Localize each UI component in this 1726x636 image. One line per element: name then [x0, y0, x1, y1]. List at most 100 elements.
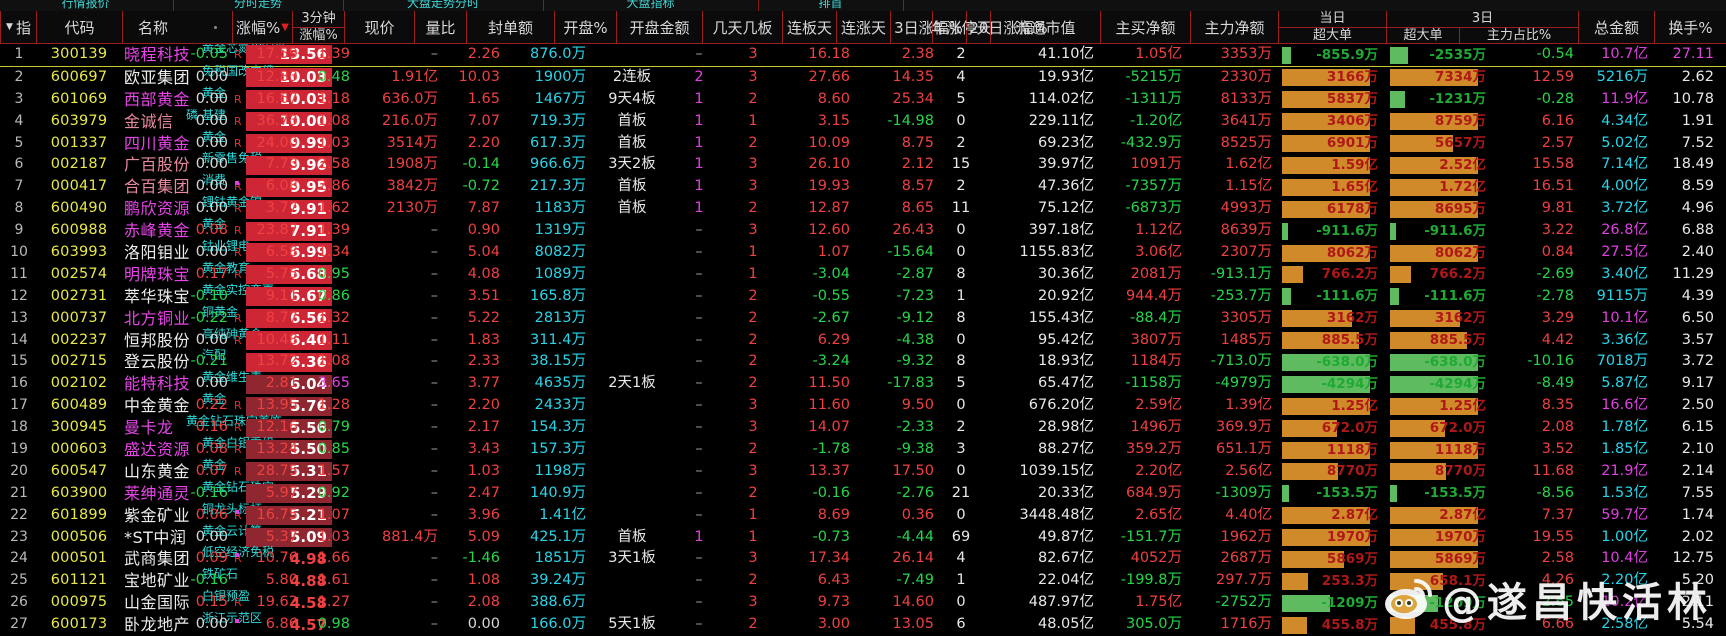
- col-header-consecutive-up-days[interactable]: 连涨天: [836, 11, 890, 44]
- change-3min: 0.00: [195, 90, 228, 107]
- turnover-rate: 6.50: [1681, 309, 1714, 326]
- open-amount: 1900万: [534, 68, 586, 85]
- col-header-days-boards[interactable]: 几天几板: [702, 11, 782, 44]
- col-header-sublabel: 涨幅%: [293, 27, 344, 44]
- table-row[interactable]: 27 600173 卧龙地产 浙江示范区 4.57 0.00 6.86 0.98 – 0.00 16…: [0, 611, 1726, 636]
- table-row[interactable]: 2 600697 欧亚集团 免税国改中俄 10.03 0.00 12.83 0.48 1.91亿…: [0, 64, 1726, 89]
- main-force-ratio: 19.55: [1532, 528, 1574, 545]
- table-row[interactable]: 12 002731 萃华珠宝 黄金实控变更 6.67 -0.10 9.11 0.86–3.51…: [0, 283, 1726, 308]
- table-row[interactable]: 19 000603 盛达资源 黄金白银重组 R 5.50 0.08 13.24 0.85–3.4…: [0, 436, 1726, 461]
- table-row[interactable]: 11 002574 明牌珠宝 黄金教育 R 6.68 0.17 5.75 0.95 – 4.08 10…: [0, 261, 1726, 286]
- table-row[interactable]: 10 603993 洛阳钼业 钴业锂电 R 6.99 0.00 6.58 1.34–5.04 80…: [0, 239, 1726, 264]
- col-header-group-today[interactable]: 当日 超大单: [1278, 11, 1386, 44]
- col-header-index[interactable]: ▼ 指: [0, 11, 36, 44]
- col-header-main-force-net[interactable]: 主力净额: [1190, 11, 1278, 44]
- table-row[interactable]: 16 002102 能特科技 黄金维生素 6.04 0.00 2.81 3.65–3.77 46…: [0, 370, 1726, 395]
- table-row[interactable]: 25 601121 宝地矿业 铁矿石 4.88 -0.16 5.80 1.61 – 1.08 39.…: [0, 567, 1726, 592]
- table-row[interactable]: 7 000417 合百集团 消费 R 9.95 0.00 6.08 2.86 3842万 -0.72…: [0, 173, 1726, 198]
- col-header-turnover-rate[interactable]: 换手%: [1654, 11, 1726, 44]
- total-amount: 5.02亿: [1601, 134, 1648, 151]
- table-row[interactable]: 23 000506 *ST中润 黄金云计算 5.09 0.00 5.37 1.03 881.4万…: [0, 524, 1726, 549]
- change-20d: 13.05: [892, 616, 934, 633]
- col-header-change-3min[interactable]: 3分钟 涨幅%: [292, 11, 344, 44]
- main-force-net: 1.39亿: [1225, 397, 1272, 414]
- year-limit-days: 21: [951, 484, 971, 501]
- col-header-main-buy-net[interactable]: 主买净额: [1100, 11, 1190, 44]
- table-row[interactable]: 15 002715 登云股份 汽配 6.36 -0.21 13.72 1.08 – 2.33 38.…: [0, 348, 1726, 373]
- chevron-down-icon[interactable]: ▼: [6, 22, 13, 32]
- table-row[interactable]: 21 603900 莱绅通灵 黄金钻石珠宝 5.29 -0.16 5.97 0.92–2.47…: [0, 480, 1726, 505]
- col-header-change-pct[interactable]: 涨幅% ▼: [232, 11, 292, 44]
- table-row[interactable]: 20 600547 山东黄金 黄金 R 5.31 0.07 28.75 1.57 – 1.03 119…: [0, 458, 1726, 483]
- bar-value: 8759万: [1434, 113, 1486, 130]
- col-header-open-amount[interactable]: 开盘金额: [616, 11, 702, 44]
- main-force-net: -4979万: [1215, 375, 1272, 392]
- year-limit-days: 0: [956, 397, 966, 414]
- stock-code: 601121: [50, 572, 108, 589]
- col-header-change-3d[interactable]: 3日涨幅%: [890, 11, 966, 44]
- col-header-year-limit-days[interactable]: 年涨停天: [932, 11, 992, 44]
- col-header-float-market-cap[interactable]: 流通市值: [990, 11, 1100, 44]
- seal-amount: –: [430, 375, 438, 392]
- change-3d: -1.78: [812, 441, 850, 458]
- col-header-seal-amount[interactable]: 封单额: [466, 11, 554, 44]
- bar-fill: [1390, 222, 1396, 240]
- toolbar-tab-3[interactable]: 大盘指标: [626, 0, 675, 10]
- col-header-name[interactable]: 名称: [122, 11, 232, 44]
- table-row[interactable]: 14 002237 恒邦股份 高纯砷黄金 R 6.40 0.00 10.48 1.11–1.83…: [0, 327, 1726, 352]
- bar-fill: [1282, 507, 1370, 525]
- main-force-net: 1.62亿: [1225, 156, 1272, 173]
- table-row[interactable]: 6 002187 广百股份 新零售免税 9.96 0.00 7.73 2.58 1908万 -0.…: [0, 151, 1726, 176]
- turnover-rate: 7.55: [1681, 484, 1714, 501]
- days-boards: 首板: [617, 178, 647, 195]
- table-row[interactable]: 5 001337 四川黄金 黄金 R 9.99 0.00 24.00 1.03 3514万 2.20…: [0, 129, 1726, 155]
- table-row[interactable]: 8 600490 鹏欣资源 锂钴黄金镍 R 9.91 0.00 3.77 1.62 2130万 7.…: [0, 195, 1726, 220]
- open-pct: 2.33: [467, 353, 500, 370]
- open-amount: 1.41亿: [539, 506, 586, 523]
- col-header-total-amount[interactable]: 总金额: [1578, 11, 1654, 44]
- table-row[interactable]: 9 600988 赤峰黄金 黄金 R 7.91 0.08 23.87 1.39 – 0.90 1319…: [0, 217, 1726, 242]
- toolbar-tab-4[interactable]: 排首: [818, 0, 843, 10]
- table-row[interactable]: 3 601069 西部黄金 黄金 R 10.03 0.00 16.67 1.18 636.0万 1.…: [0, 86, 1726, 111]
- toolbar-tab-0[interactable]: 行情报价: [61, 0, 110, 10]
- price: 5.80: [265, 572, 298, 589]
- float-market-cap: 1039.15亿: [1019, 462, 1094, 479]
- table-row[interactable]: 13 000737 北方铜业 铜黄金 R 6.56 -0.22 8.77 1.32–5.22 28…: [0, 305, 1726, 330]
- days-boards: 首板: [617, 528, 647, 545]
- col-header-consecutive-boards[interactable]: 连板天: [782, 11, 836, 44]
- toolbar-tab-1[interactable]: 分时走势: [233, 0, 282, 10]
- change-3d: 27.66: [808, 68, 850, 85]
- bar-value: -4294万: [1321, 375, 1378, 392]
- table-row[interactable]: 17 600489 中金黄金 黄金 R 5.76 0.22 13.95 1.28 – 2.20 243…: [0, 392, 1726, 417]
- turnover-rate: 18.49: [1672, 156, 1714, 173]
- change-3d: 14.07: [808, 419, 850, 436]
- table-row[interactable]: 1 300139 晓程科技 黄金芯氮化镓光 R 13.56 -0.05 17.59 1.39 – 2…: [0, 44, 1726, 67]
- bar-fill: [1282, 419, 1337, 437]
- bar-value: -855.9万: [1316, 46, 1378, 63]
- consecutive-up-days: 2: [748, 90, 758, 107]
- main-buy-net: 2.20亿: [1135, 462, 1182, 479]
- col-header-price[interactable]: 现价: [344, 11, 414, 44]
- open-pct: 2.08: [467, 594, 500, 611]
- row-index: 3: [14, 90, 24, 107]
- col-header-group-3day[interactable]: 3日 超大单 主力占比%: [1386, 11, 1578, 44]
- table-row[interactable]: 22 601899 紫金矿业 铜龙头标杆 R 5.21 0.06 16.75 1.07–3.96…: [0, 502, 1726, 527]
- bar-value: 1.25亿: [1439, 397, 1486, 414]
- toolbar-tab-2[interactable]: 大盘走势分时: [406, 0, 479, 10]
- col-header-open-pct[interactable]: 开盘%: [554, 11, 616, 44]
- year-limit-days: 8: [956, 353, 966, 370]
- col-header-label: 连涨天: [840, 18, 886, 37]
- three-day-super-large-order: 8770万: [1390, 463, 1490, 481]
- days-boards: 2连板: [612, 68, 652, 85]
- open-amount: 8082万: [534, 244, 586, 261]
- change-3d: -3.04: [812, 265, 850, 282]
- stock-table-body[interactable]: 1 300139 晓程科技 黄金芯氮化镓光 R 13.56 -0.05 17.59 1.39–2…: [0, 44, 1726, 636]
- table-row[interactable]: 4 603979 金诚信磷 基建 R 10.00 0.00 36.73 1.08 216.0万 7…: [0, 108, 1726, 133]
- col-header-code[interactable]: 代码: [36, 11, 122, 44]
- table-row[interactable]: 26 000975 山金国际 白银预盈 R 4.58 0.15 19.62 1.27 – 2.08 3…: [0, 589, 1726, 614]
- concept-tag: 黄金: [202, 129, 227, 144]
- table-row[interactable]: 18 300945 曼卡龙 黄金钻石珠宝首饰 R 5.56 0.16 12.16 0.79–2.…: [0, 414, 1726, 439]
- col-header-volume-ratio[interactable]: 量比: [414, 11, 466, 44]
- row-index: 25: [10, 572, 28, 589]
- table-row[interactable]: 24 000501 武商集团 低空经济免税 R 4.98 0.09 10.76 1.66 – -1.…: [0, 545, 1726, 570]
